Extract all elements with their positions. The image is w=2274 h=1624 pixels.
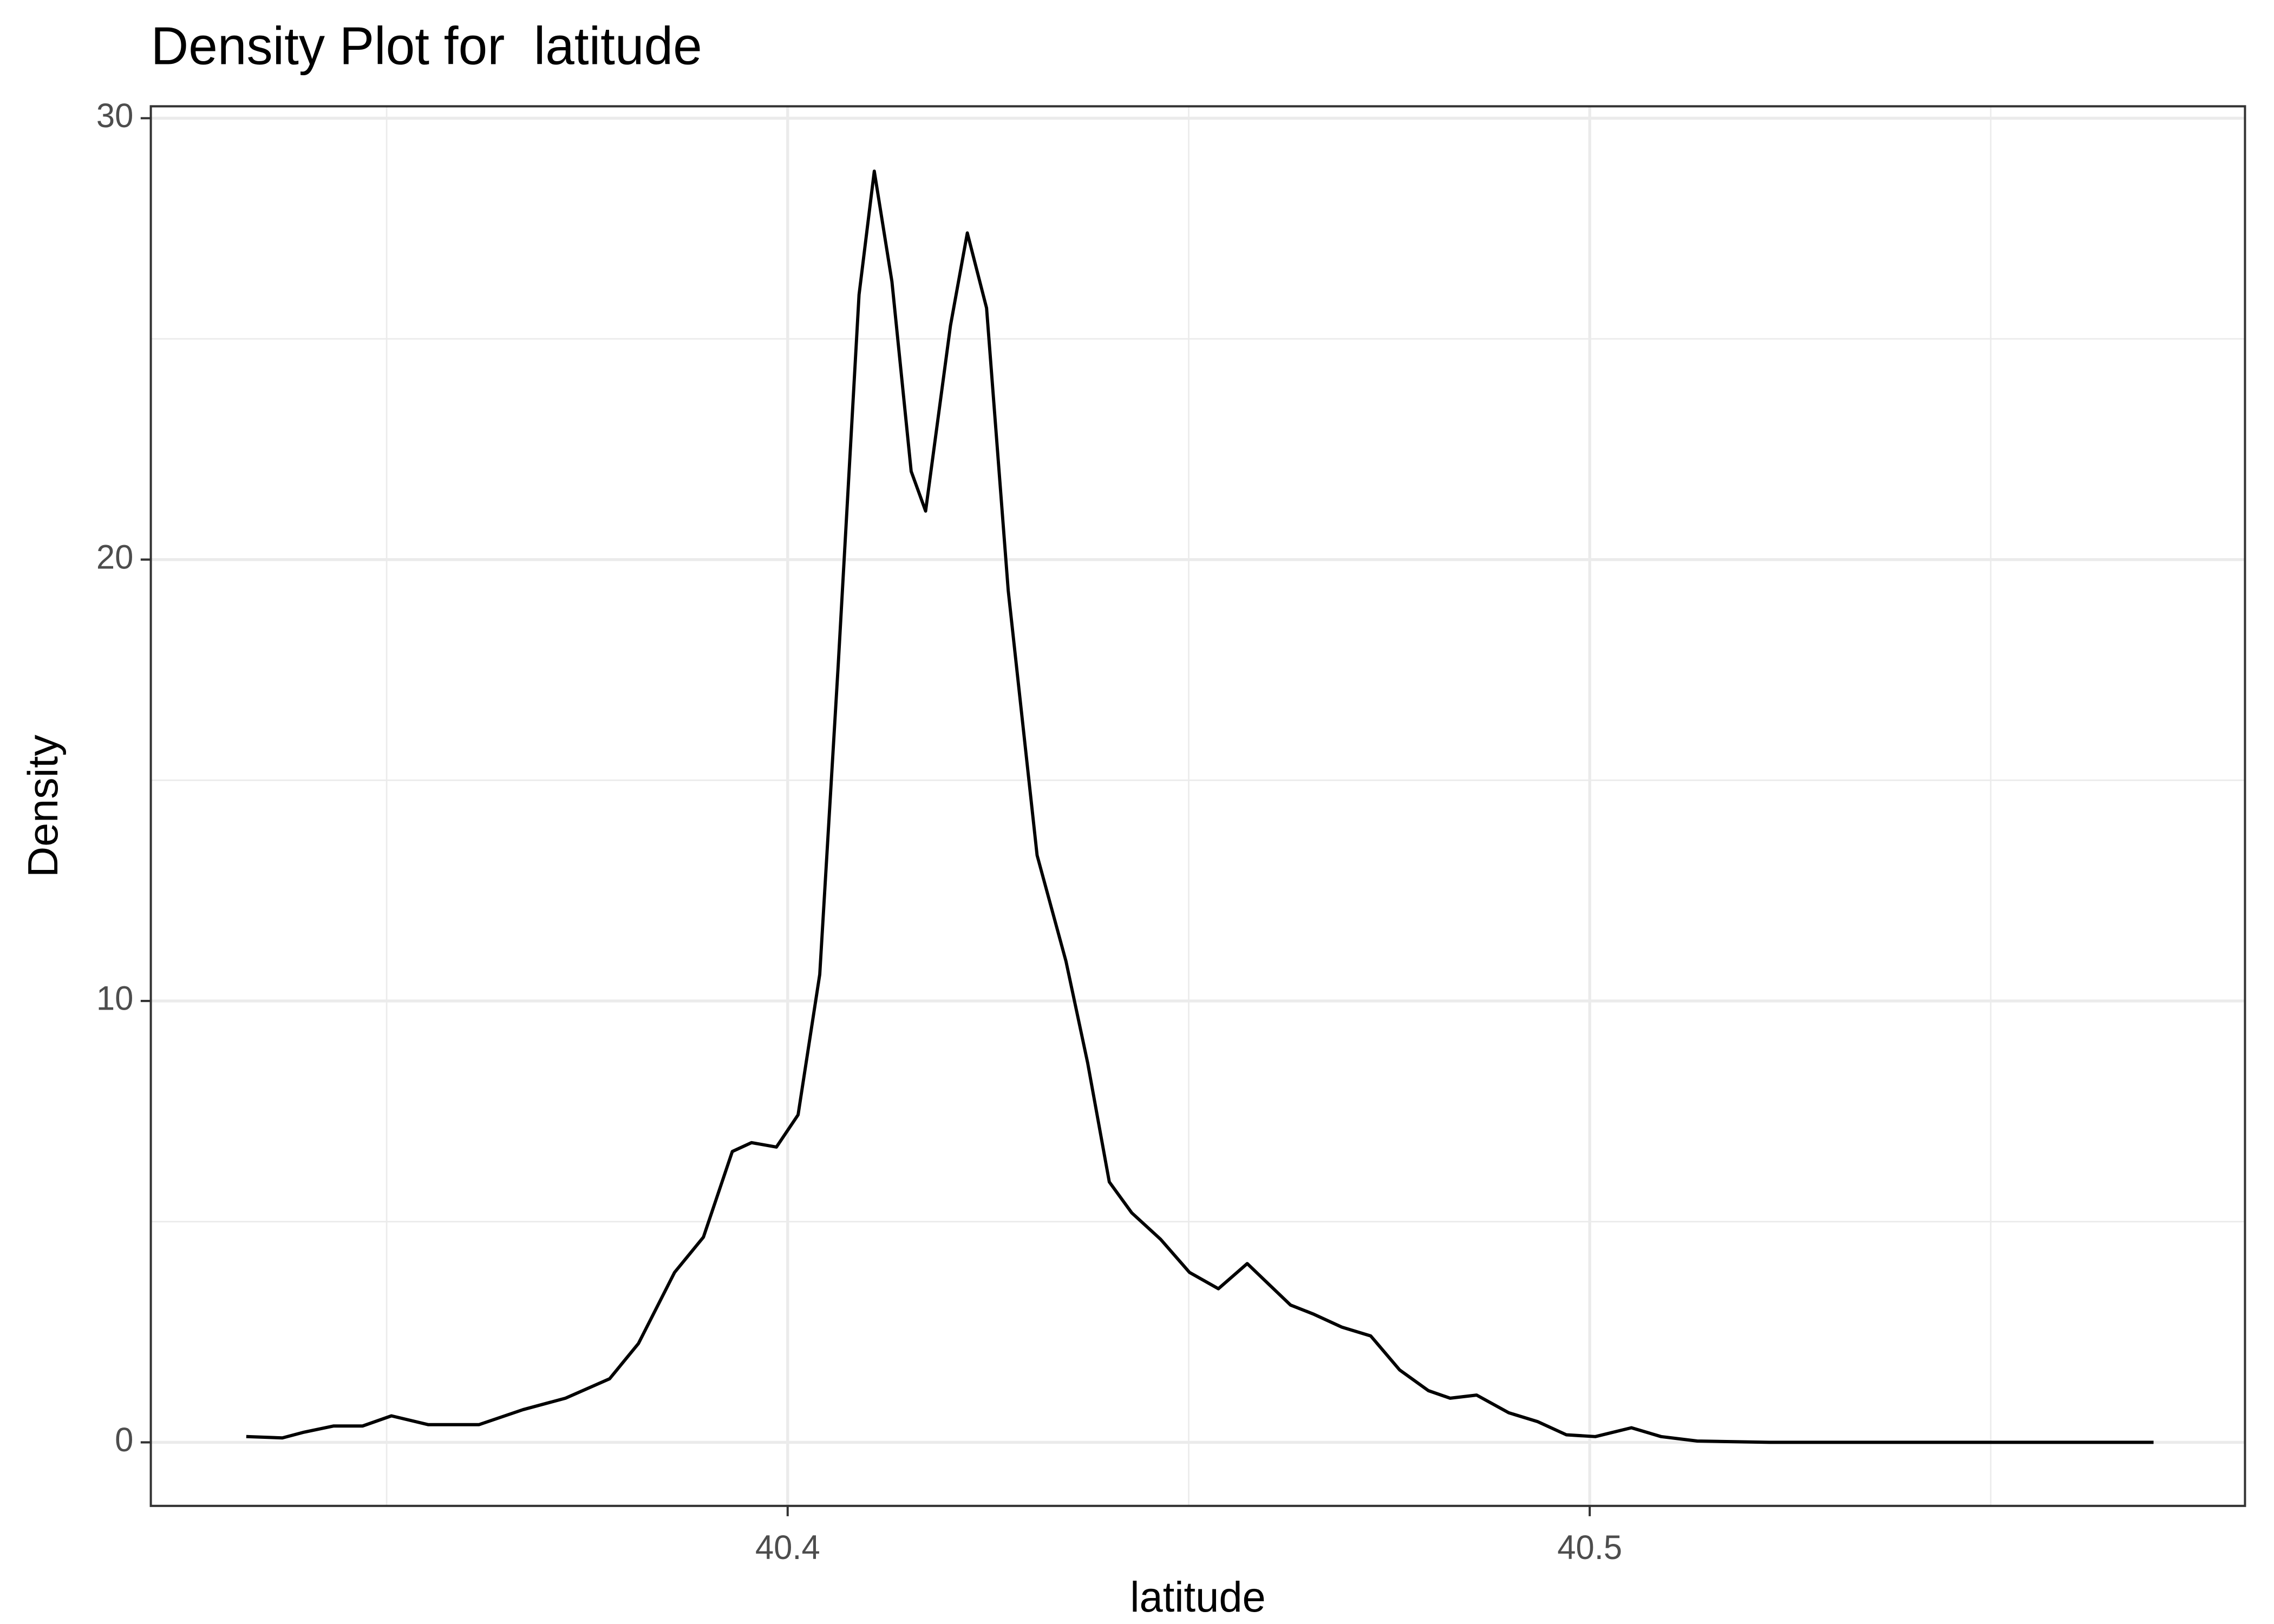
x-axis-label: latitude — [1130, 1573, 1265, 1621]
y-tick-label: 10 — [96, 980, 134, 1018]
y-axis-label: Density — [19, 734, 67, 878]
chart-title: Density Plot for latitude — [151, 16, 702, 76]
x-tick-label: 40.4 — [755, 1529, 820, 1567]
y-tick-label: 0 — [115, 1421, 133, 1459]
density-line — [246, 169, 2154, 1444]
panel-border — [149, 105, 2246, 1507]
x-tick-label: 40.5 — [1557, 1529, 1622, 1567]
y-tick-label: 30 — [96, 97, 134, 135]
y-tick-label: 20 — [96, 539, 134, 577]
